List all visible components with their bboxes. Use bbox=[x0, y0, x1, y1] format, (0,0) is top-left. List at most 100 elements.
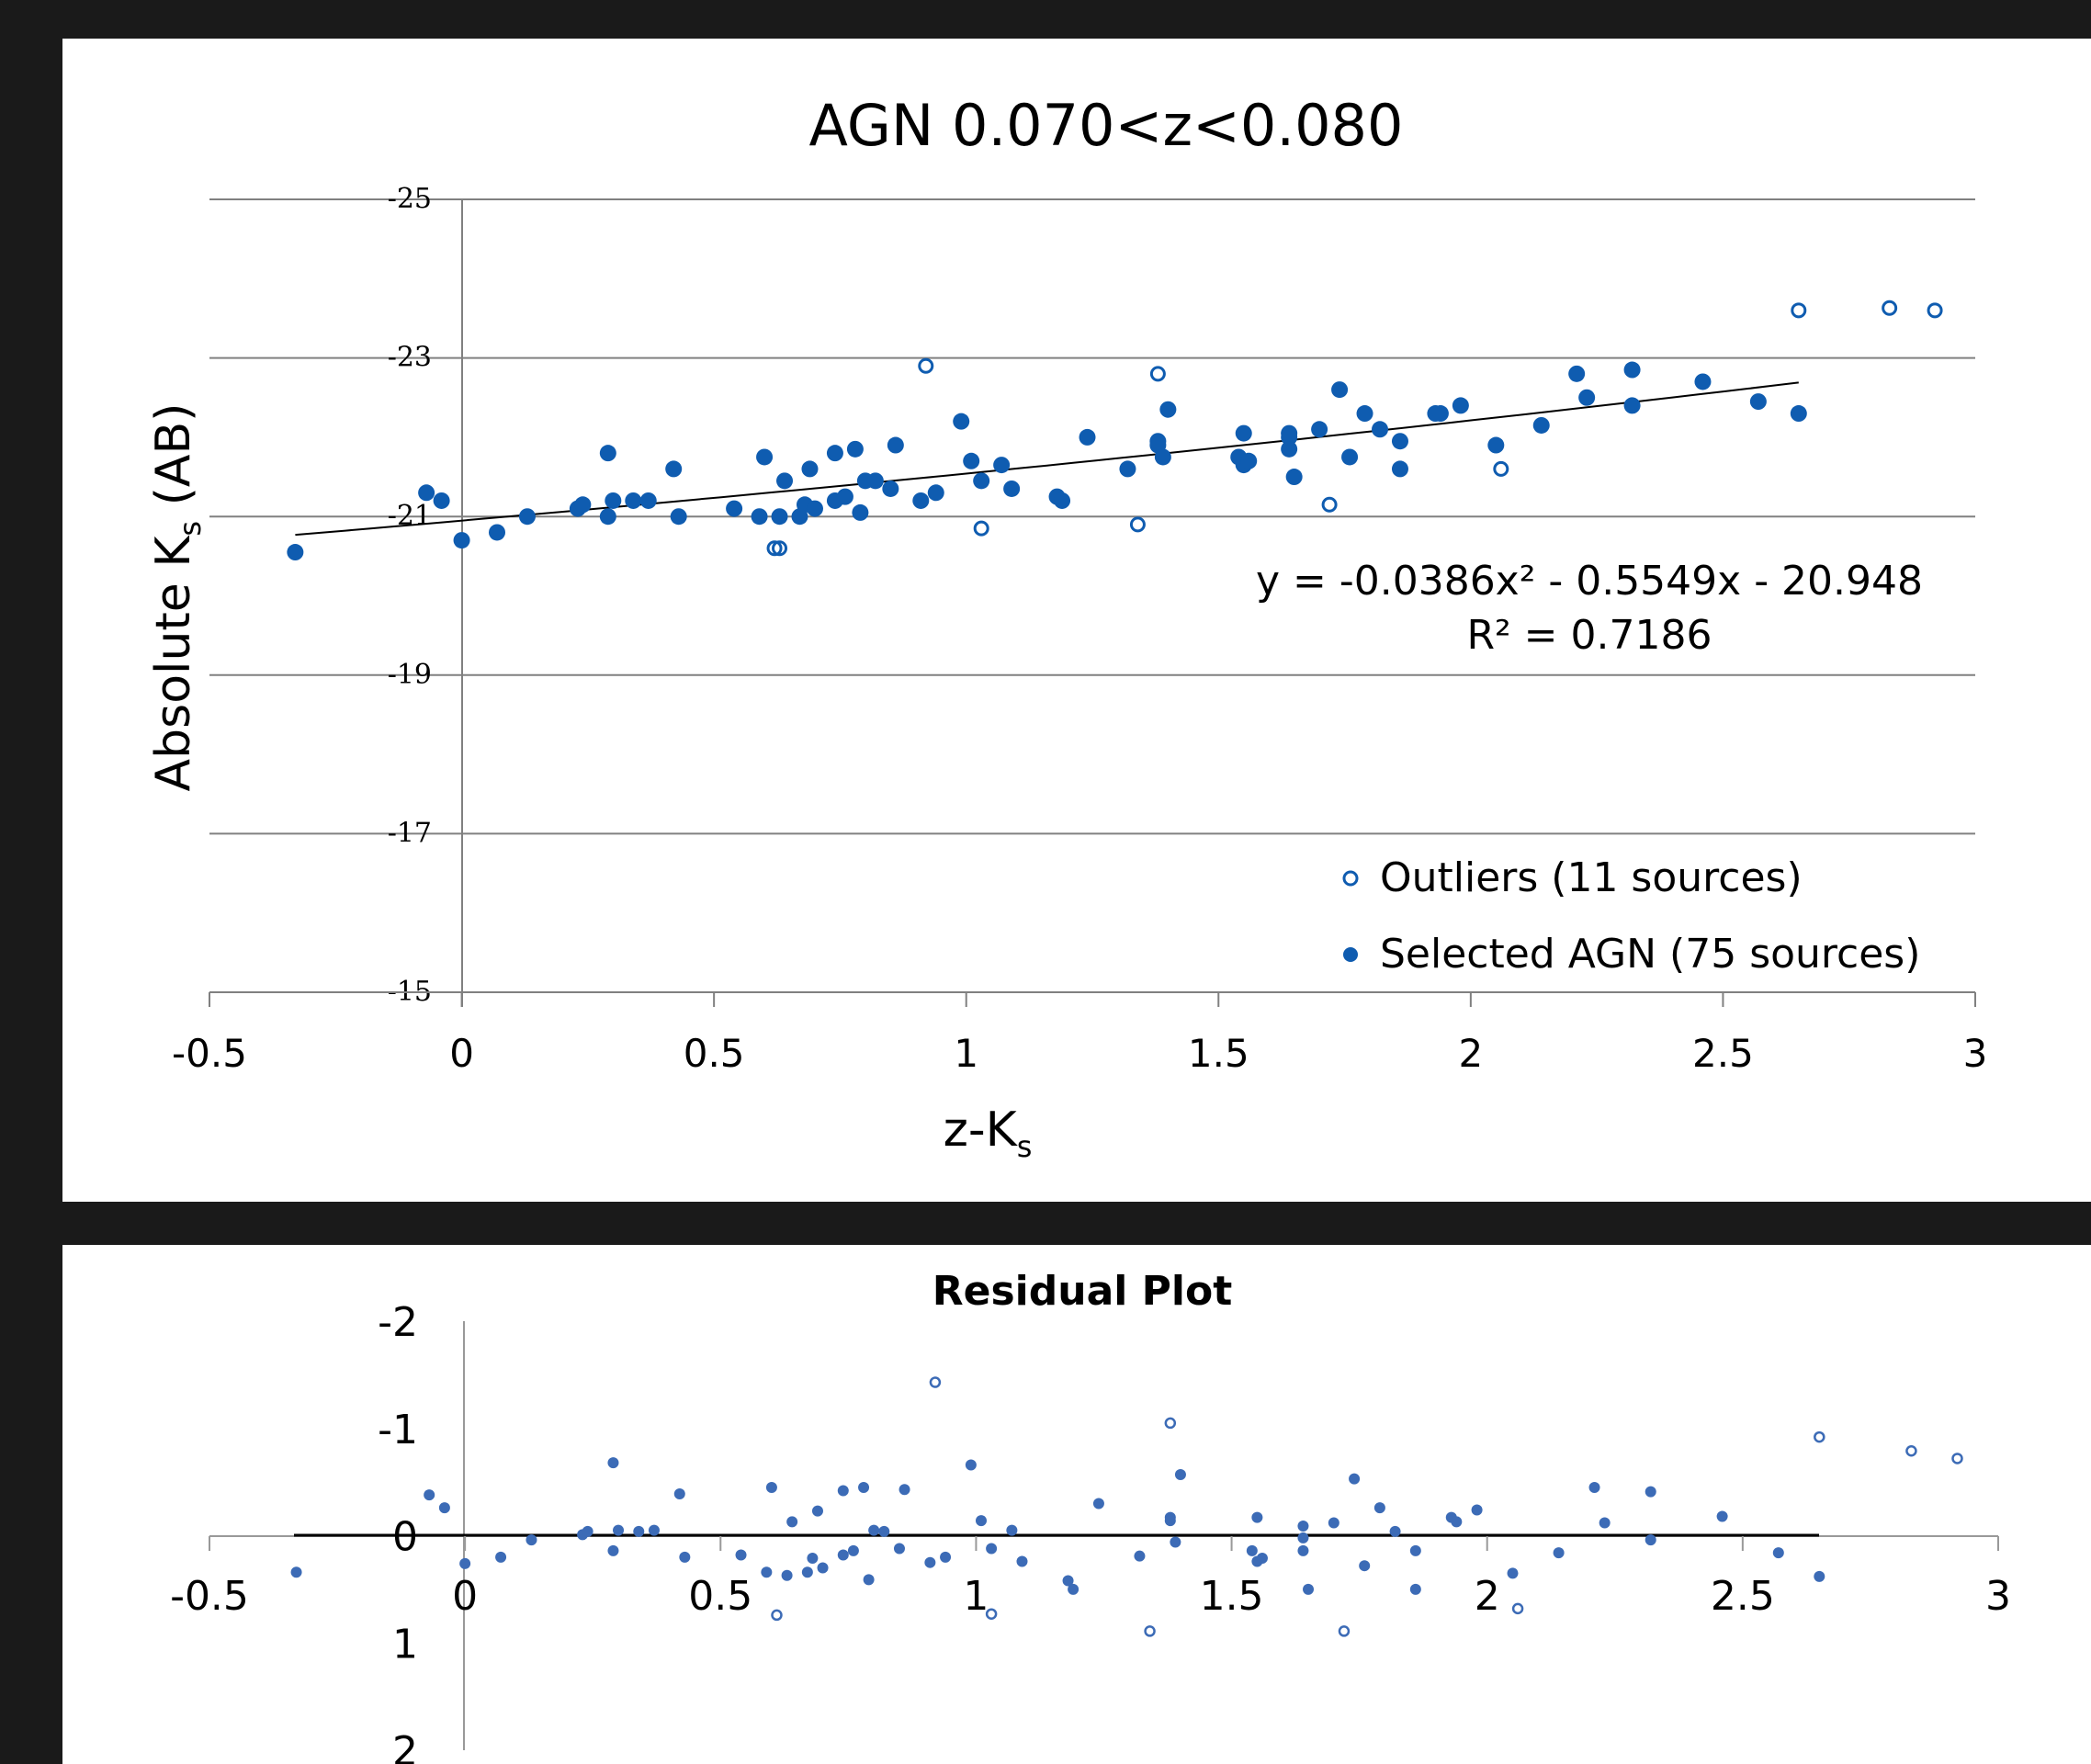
main-x-axis-label: z-Ks bbox=[944, 1102, 1033, 1164]
outlier-point bbox=[918, 357, 934, 374]
residual-outlier-point bbox=[1338, 1625, 1351, 1637]
residual-y-tick-label: 1 bbox=[392, 1621, 418, 1668]
residual-point bbox=[1016, 1555, 1028, 1567]
selected-point bbox=[418, 484, 435, 502]
selected-point bbox=[605, 492, 622, 509]
residual-point bbox=[607, 1544, 619, 1556]
residual-point bbox=[765, 1481, 777, 1493]
residual-point bbox=[781, 1569, 793, 1581]
selected-point bbox=[882, 480, 899, 497]
selected-point bbox=[639, 492, 657, 509]
selected-point bbox=[599, 508, 616, 526]
outlier-point bbox=[973, 520, 989, 537]
selected-point bbox=[1235, 424, 1252, 442]
residual-outlier-point bbox=[929, 1376, 942, 1388]
residual-point bbox=[1553, 1547, 1565, 1559]
residual-point bbox=[438, 1502, 450, 1514]
residual-point bbox=[1006, 1524, 1018, 1536]
selected-point bbox=[1623, 361, 1641, 379]
residual-point bbox=[858, 1481, 870, 1493]
residual-outlier-point bbox=[771, 1609, 783, 1622]
residual-point bbox=[1409, 1583, 1421, 1595]
selected-point bbox=[625, 492, 642, 509]
selected-point bbox=[1790, 405, 1807, 423]
selected-point bbox=[1356, 405, 1373, 423]
outlier-point bbox=[772, 540, 788, 557]
selected-point bbox=[887, 436, 904, 454]
residual-point bbox=[878, 1525, 890, 1537]
selected-point bbox=[1568, 365, 1586, 382]
residual-y-tick-label: -2 bbox=[378, 1299, 418, 1346]
outlier-point bbox=[1927, 302, 1943, 319]
main-x-tick-label: 0 bbox=[449, 1031, 474, 1076]
selected-point bbox=[1240, 452, 1258, 469]
residual-point bbox=[965, 1459, 977, 1471]
residual-point bbox=[613, 1524, 625, 1536]
residual-point bbox=[673, 1487, 685, 1499]
residual-point bbox=[837, 1549, 849, 1561]
outlier-point bbox=[1149, 366, 1166, 382]
residual-x-tick-label: 2 bbox=[1475, 1573, 1500, 1620]
residual-x-tick-label: 2.5 bbox=[1711, 1573, 1775, 1620]
selected-point bbox=[1431, 405, 1449, 423]
selected-point bbox=[846, 440, 864, 458]
selected-point bbox=[771, 508, 788, 526]
residual-x-tick-label: -0.5 bbox=[170, 1573, 249, 1620]
residual-outlier-point bbox=[1951, 1453, 1963, 1464]
residual-point bbox=[1814, 1570, 1825, 1582]
residual-point bbox=[893, 1543, 905, 1555]
residual-point bbox=[1164, 1511, 1176, 1523]
residual-point bbox=[1297, 1520, 1309, 1532]
residual-point bbox=[868, 1524, 880, 1536]
residual-x-tick-label: 3 bbox=[1985, 1573, 2011, 1620]
selected-point bbox=[1054, 492, 1071, 509]
residual-point bbox=[1599, 1517, 1611, 1529]
main-x-tick-label: 1 bbox=[954, 1031, 978, 1076]
residual-outlier-point bbox=[1814, 1430, 1825, 1443]
selected-point bbox=[1341, 448, 1359, 466]
residual-point bbox=[1389, 1525, 1401, 1537]
residual-point bbox=[424, 1489, 435, 1501]
selected-point bbox=[1391, 433, 1408, 450]
selected-point bbox=[1079, 428, 1096, 446]
residual-point bbox=[459, 1557, 471, 1569]
residual-point bbox=[1246, 1544, 1258, 1556]
main-y-tick-label: -17 bbox=[388, 817, 432, 849]
residual-point bbox=[679, 1551, 691, 1563]
main-x-tick-labels: -0.5 0 0.5 1 1.5 2 2.5 3 bbox=[172, 992, 1987, 1076]
outlier-point bbox=[1882, 300, 1898, 316]
selected-point bbox=[776, 472, 794, 490]
main-x-tick-label: 2 bbox=[1458, 1031, 1483, 1076]
selected-point bbox=[1331, 381, 1349, 399]
residual-point bbox=[1303, 1583, 1315, 1595]
residual-point bbox=[1297, 1532, 1309, 1544]
selected-point bbox=[665, 460, 683, 478]
residual-point bbox=[863, 1574, 875, 1586]
main-y-tick-label: -25 bbox=[388, 183, 432, 215]
residual-point bbox=[1471, 1504, 1483, 1516]
residual-point bbox=[1062, 1575, 1074, 1587]
residual-data-points bbox=[290, 1376, 1963, 1637]
residual-point bbox=[1092, 1498, 1104, 1510]
residual-point bbox=[801, 1566, 813, 1578]
selected-point bbox=[852, 503, 869, 521]
residual-point bbox=[1349, 1473, 1361, 1485]
main-x-tick-label: -0.5 bbox=[172, 1031, 247, 1076]
main-x-tick-label: 0.5 bbox=[684, 1031, 745, 1076]
selected-point bbox=[599, 445, 616, 462]
main-y-tick-label: -23 bbox=[388, 342, 432, 374]
residual-point bbox=[817, 1562, 829, 1574]
selected-point bbox=[1154, 448, 1171, 466]
selected-point bbox=[1281, 424, 1298, 442]
residual-point bbox=[1174, 1468, 1186, 1480]
outlier-point bbox=[1493, 460, 1509, 477]
main-chart-panel bbox=[62, 39, 2091, 1202]
main-x-tick-label: 3 bbox=[1963, 1031, 1988, 1076]
residual-point bbox=[761, 1566, 773, 1578]
residual-point bbox=[940, 1551, 952, 1563]
outlier-point bbox=[1129, 516, 1146, 533]
selected-point bbox=[1623, 397, 1641, 414]
residual-point bbox=[1451, 1516, 1463, 1528]
residual-point bbox=[924, 1556, 936, 1568]
